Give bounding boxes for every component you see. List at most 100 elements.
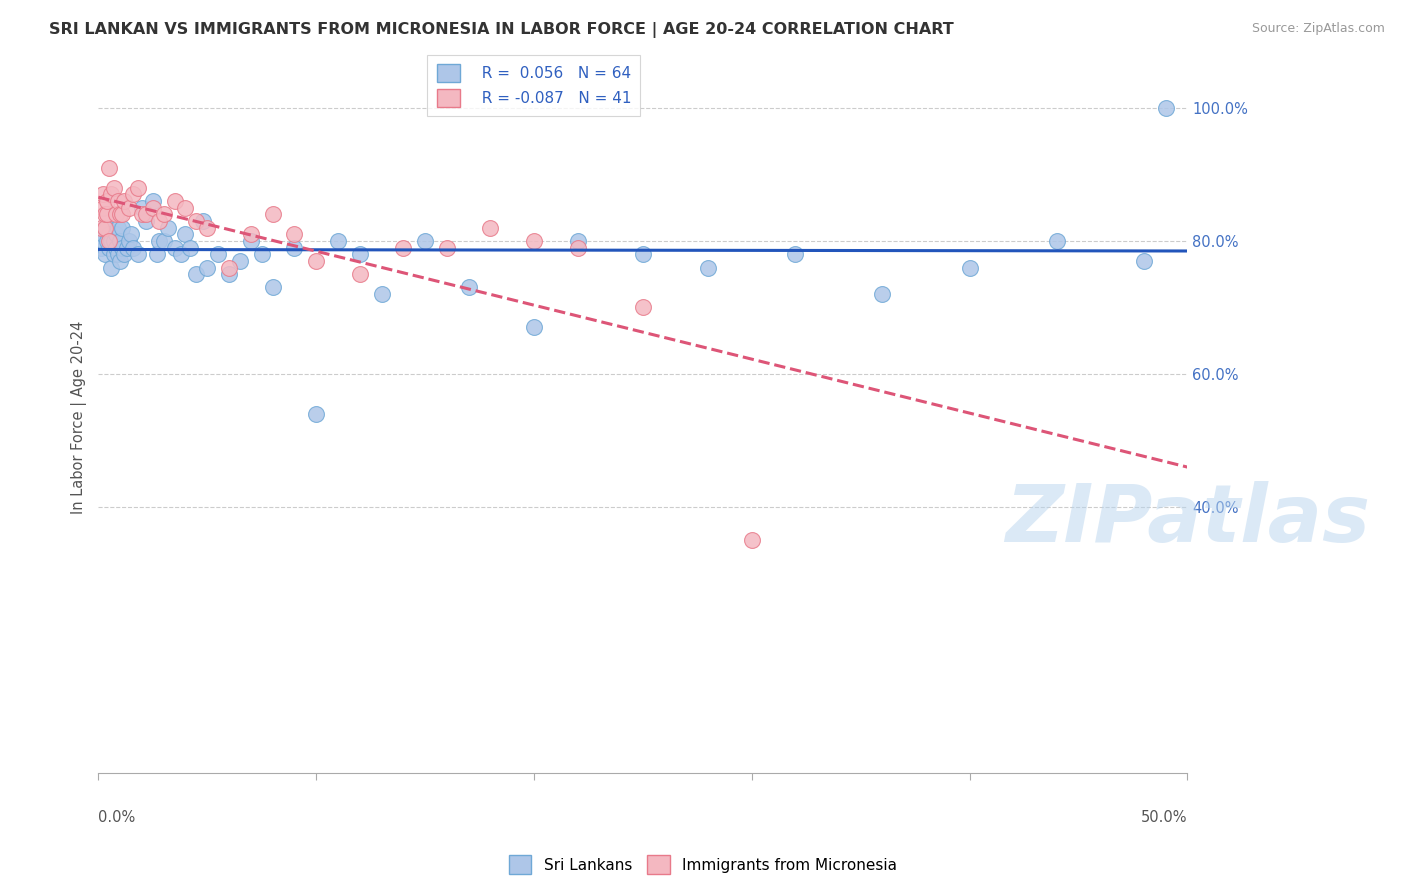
Point [122,187,145,202]
Point [135,214,157,228]
Point [111,207,134,221]
Point [195,260,218,275]
Point [111,220,134,235]
Y-axis label: In Labor Force | Age 20-24: In Labor Force | Age 20-24 [72,320,87,514]
Point [107,194,129,208]
Point [262,207,284,221]
Point [96,194,118,208]
Point [741,533,763,548]
Point [127,247,149,261]
Point [283,241,305,255]
Point [100,234,122,248]
Legend: Sri Lankans, Immigrants from Micronesia: Sri Lankans, Immigrants from Micronesia [502,849,904,880]
Point [218,260,240,275]
Point [96,207,118,221]
Point [697,260,720,275]
Point [523,320,546,334]
Point [131,207,153,221]
Point [239,234,262,248]
Point [479,220,502,235]
Point [131,201,153,215]
Point [115,241,138,255]
Point [98,161,121,175]
Point [142,194,165,208]
Point [94,247,117,261]
Point [135,207,157,221]
Point [91,187,114,202]
Point [104,241,127,255]
Point [239,227,262,242]
Point [186,267,208,281]
Point [107,220,129,235]
Point [349,267,371,281]
Point [100,187,122,202]
Point [370,287,392,301]
Point [152,234,174,248]
Point [229,253,252,268]
Point [108,234,131,248]
Point [305,253,328,268]
Point [152,207,174,221]
Point [218,267,240,281]
Text: Source: ZipAtlas.com: Source: ZipAtlas.com [1251,22,1385,36]
Point [1133,253,1156,268]
Point [103,234,125,248]
Point [90,220,112,235]
Point [567,234,589,248]
Point [127,180,149,194]
Point [349,247,371,261]
Point [103,247,125,261]
Point [98,234,121,248]
Point [96,220,118,235]
Point [1154,101,1177,115]
Point [146,247,169,261]
Point [94,207,117,221]
Point [413,234,436,248]
Point [98,241,121,255]
Point [118,201,141,215]
Point [170,247,193,261]
Point [91,201,114,215]
Point [122,241,145,255]
Point [567,241,589,255]
Point [262,280,284,294]
Point [114,194,136,208]
Point [283,227,305,242]
Point [631,247,654,261]
Point [120,227,142,242]
Point [107,247,129,261]
Point [108,207,131,221]
Point [148,234,170,248]
Point [91,227,114,242]
Point [174,201,197,215]
Point [118,234,141,248]
Point [111,241,134,255]
Point [98,227,121,242]
Point [100,260,122,275]
Point [90,241,112,255]
Legend:   R =  0.056   N = 64,   R = -0.087   N = 41: R = 0.056 N = 64, R = -0.087 N = 41 [427,54,641,116]
Point [114,247,136,261]
Point [104,207,127,221]
Point [207,247,229,261]
Point [392,241,415,255]
Point [148,214,170,228]
Point [191,214,214,228]
Point [163,194,186,208]
Text: ZIPatlas: ZIPatlas [1005,482,1369,559]
Point [195,220,218,235]
Point [785,247,807,261]
Point [103,180,125,194]
Point [94,220,117,235]
Point [174,227,197,242]
Point [631,301,654,315]
Point [305,407,328,421]
Point [108,253,131,268]
Text: 0.0%: 0.0% [98,810,135,825]
Point [523,234,546,248]
Point [157,220,180,235]
Point [436,241,458,255]
Text: SRI LANKAN VS IMMIGRANTS FROM MICRONESIA IN LABOR FORCE | AGE 20-24 CORRELATION : SRI LANKAN VS IMMIGRANTS FROM MICRONESIA… [49,22,953,38]
Point [142,201,165,215]
Point [179,241,201,255]
